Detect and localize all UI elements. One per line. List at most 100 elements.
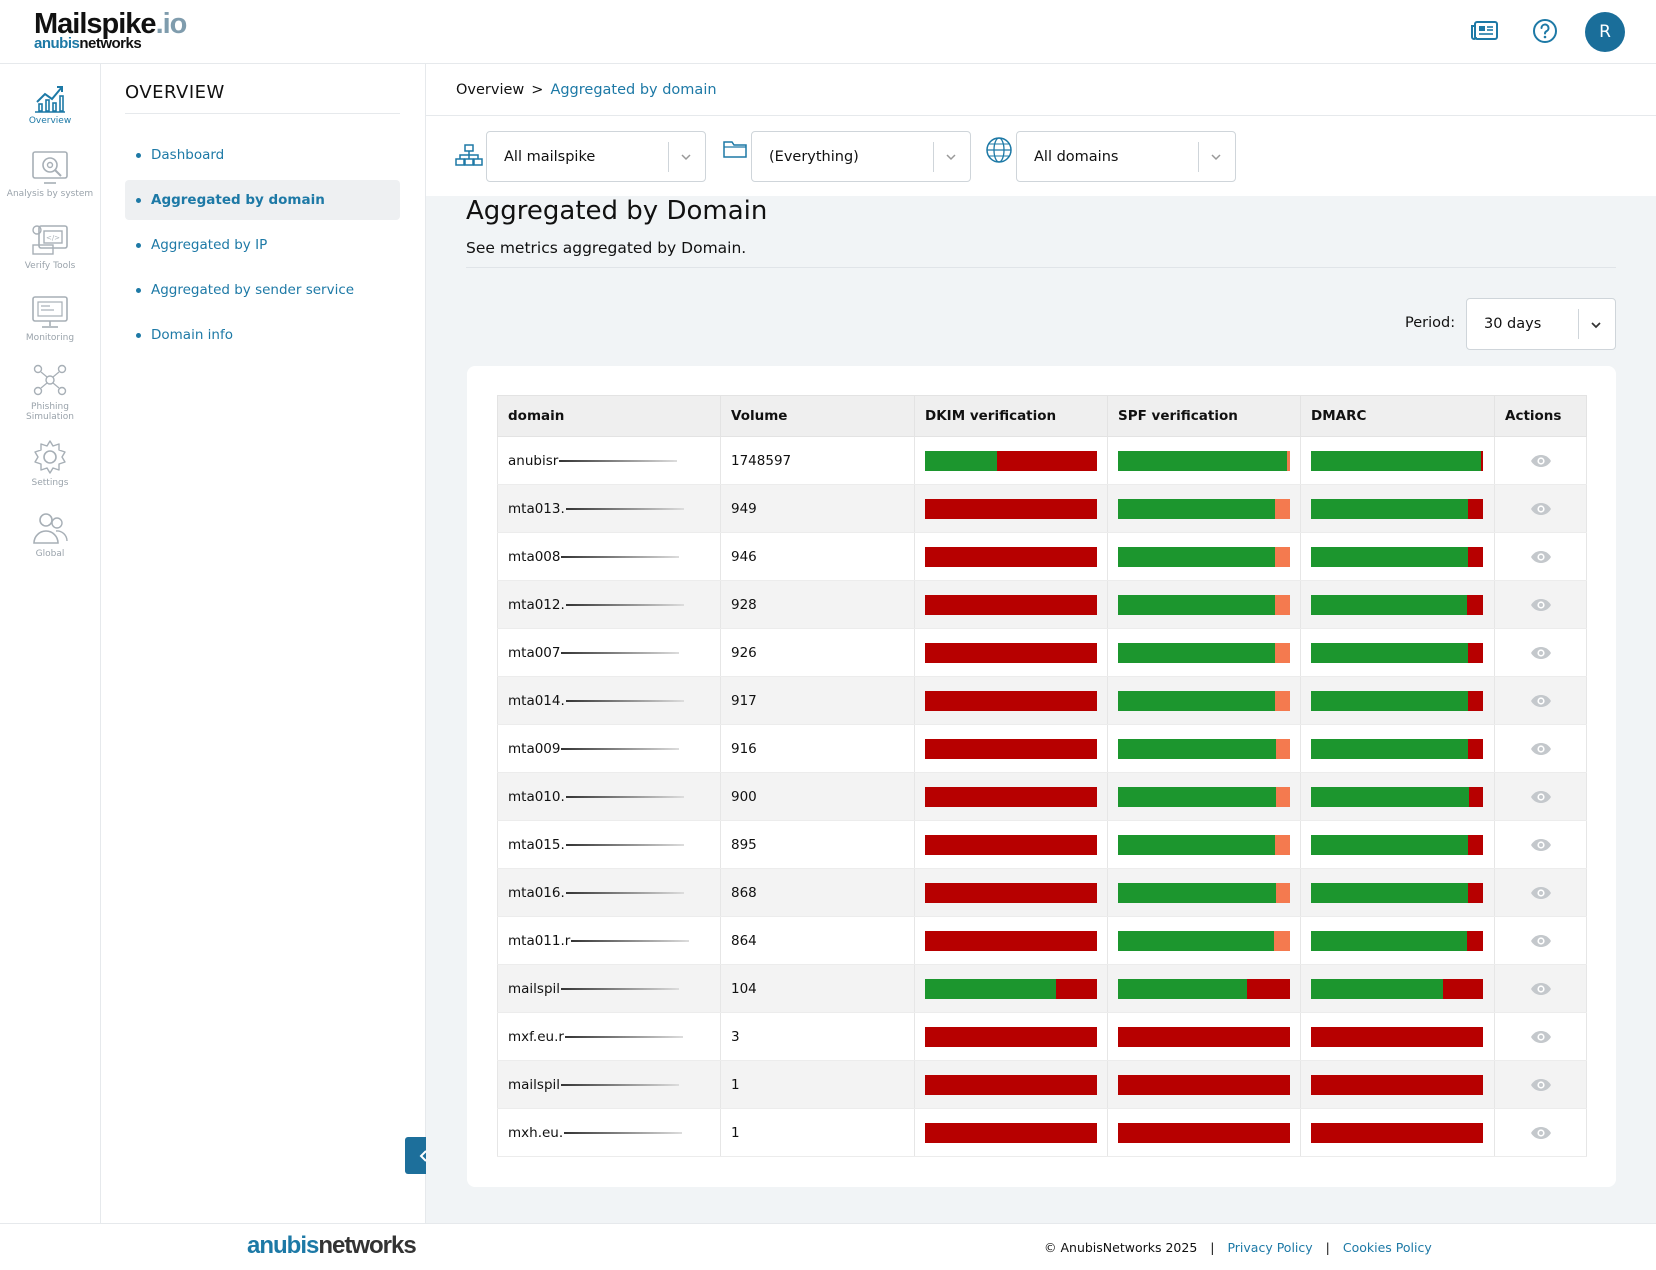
view-eye-icon[interactable] — [1505, 934, 1586, 948]
nav-item-domain-info[interactable]: Domain info — [125, 315, 400, 355]
rail-label: Monitoring — [25, 333, 75, 343]
column-header-dkim[interactable]: DKIM verification — [914, 395, 1108, 437]
view-eye-icon[interactable] — [1505, 598, 1586, 612]
dmarc-bar — [1311, 882, 1483, 903]
dmarc-bar — [1311, 834, 1483, 855]
view-eye-icon[interactable] — [1505, 838, 1586, 852]
dmarc-bar — [1311, 642, 1483, 663]
rail-item-verify-tools[interactable]: </> Verify Tools — [0, 221, 100, 271]
view-eye-icon[interactable] — [1505, 982, 1586, 996]
view-eye-icon[interactable] — [1505, 742, 1586, 756]
domain-name: mta008 — [508, 548, 561, 565]
user-avatar[interactable]: R — [1585, 12, 1625, 52]
table-row: mailspil 1 — [497, 1060, 1587, 1109]
domains-select[interactable]: All domains — [1016, 131, 1236, 182]
spf-bar — [1118, 1122, 1290, 1143]
redaction-mark — [565, 507, 684, 510]
spf-bar — [1118, 546, 1290, 567]
view-eye-icon[interactable] — [1505, 1126, 1586, 1140]
view-eye-icon[interactable] — [1505, 886, 1586, 900]
column-header-spf[interactable]: SPF verification — [1107, 395, 1301, 437]
nav-item-aggregated-by-domain[interactable]: Aggregated by domain — [125, 180, 400, 220]
nav-item-aggregated-by-ip[interactable]: Aggregated by IP — [125, 225, 400, 265]
rail-item-global[interactable]: Global — [0, 509, 100, 559]
domain-name: anubisr — [508, 452, 559, 469]
domain-name: mta015. — [508, 836, 565, 853]
period-select[interactable]: 30 days — [1466, 298, 1616, 350]
view-eye-icon[interactable] — [1505, 646, 1586, 660]
view-eye-icon[interactable] — [1505, 454, 1586, 468]
spf-cell — [1107, 1108, 1301, 1157]
column-header-domain[interactable]: domain — [497, 395, 721, 437]
rail-item-phishing[interactable]: Phishing Simulation — [0, 362, 100, 422]
actions-cell — [1494, 1012, 1587, 1061]
spf-bar — [1118, 882, 1290, 903]
nav-item-aggregated-by-sender-service[interactable]: Aggregated by sender service — [125, 270, 400, 310]
footer-logo-networks: networks — [318, 1232, 416, 1259]
bar-segment-pass — [925, 450, 998, 471]
dkim-bar — [925, 642, 1097, 663]
spf-bar — [1118, 786, 1290, 807]
bar-segment-pass — [1311, 450, 1482, 471]
bar-segment-pass — [1118, 738, 1277, 759]
domain-cell: mta012. — [497, 580, 721, 629]
redaction-mark — [565, 699, 684, 702]
news-icon[interactable] — [1468, 14, 1502, 48]
cookies-policy-link[interactable]: Cookies Policy — [1342, 1240, 1432, 1255]
svg-text:</>: </> — [46, 234, 60, 242]
bar-segment-fail — [1468, 642, 1483, 663]
rail-label: Verify Tools — [24, 261, 76, 271]
bar-segment-pass — [1311, 498, 1468, 519]
dkim-bar — [925, 450, 1097, 471]
dmarc-cell — [1300, 676, 1495, 725]
rail-item-settings[interactable]: Settings — [0, 438, 100, 488]
redaction-mark — [564, 1035, 683, 1038]
spf-cell — [1107, 916, 1301, 965]
bar-segment-pass — [1311, 690, 1469, 711]
view-eye-icon[interactable] — [1505, 694, 1586, 708]
view-eye-icon[interactable] — [1505, 1030, 1586, 1044]
rail-item-overview[interactable]: Overview — [0, 80, 100, 126]
spf-cell — [1107, 724, 1301, 773]
bar-segment-pass — [1311, 834, 1468, 855]
bar-segment-fail — [1467, 498, 1483, 519]
table-row: mta012. 928 — [497, 580, 1587, 629]
dmarc-cell — [1300, 1108, 1495, 1157]
bar-segment-fail — [997, 450, 1097, 471]
privacy-policy-link[interactable]: Privacy Policy — [1227, 1240, 1313, 1255]
breadcrumb-overview[interactable]: Overview — [456, 81, 525, 98]
volume-cell: 104 — [720, 964, 915, 1013]
system-select[interactable]: All mailspike — [486, 131, 706, 182]
spf-bar — [1118, 834, 1290, 855]
view-eye-icon[interactable] — [1505, 502, 1586, 516]
bar-segment-fail — [1467, 834, 1483, 855]
bar-segment-pass — [1118, 930, 1274, 951]
bar-segment-fail — [1481, 450, 1483, 471]
table-body: anubisr 1748597 mta013. 949 mta008 946 mta012.… — [497, 436, 1587, 1157]
footer-logo-anubis: anubis — [247, 1232, 319, 1259]
view-eye-icon[interactable] — [1505, 790, 1586, 804]
view-eye-icon[interactable] — [1505, 550, 1586, 564]
domain-cell: mxf.eu.r — [497, 1012, 721, 1061]
folder-select[interactable]: (Everything) — [751, 131, 971, 182]
mailspike-logo[interactable]: Mailspike.io anubisnetworks — [34, 9, 187, 51]
bar-segment-fail — [925, 1074, 1097, 1095]
nav-item-dashboard[interactable]: Dashboard — [125, 135, 400, 175]
rail-label: Global — [35, 549, 65, 559]
bar-segment-pass — [1311, 738, 1469, 759]
redaction-mark — [561, 651, 680, 654]
help-icon[interactable] — [1528, 14, 1562, 48]
chevron-left-icon — [419, 1149, 427, 1162]
system-select-value: All mailspike — [504, 148, 596, 165]
bar-segment-partial — [1275, 546, 1290, 567]
redaction-mark — [565, 603, 684, 606]
page-title: Aggregated by Domain — [466, 196, 768, 226]
rail-item-monitoring[interactable]: Monitoring — [0, 293, 100, 343]
table-row: mta013. 949 — [497, 484, 1587, 533]
dkim-bar — [925, 1122, 1097, 1143]
rail-item-analysis[interactable]: Analysis by system — [0, 149, 100, 199]
column-header-volume[interactable]: Volume — [720, 395, 915, 437]
bar-segment-pass — [1118, 594, 1275, 615]
redaction-mark — [565, 843, 684, 846]
view-eye-icon[interactable] — [1505, 1078, 1586, 1092]
